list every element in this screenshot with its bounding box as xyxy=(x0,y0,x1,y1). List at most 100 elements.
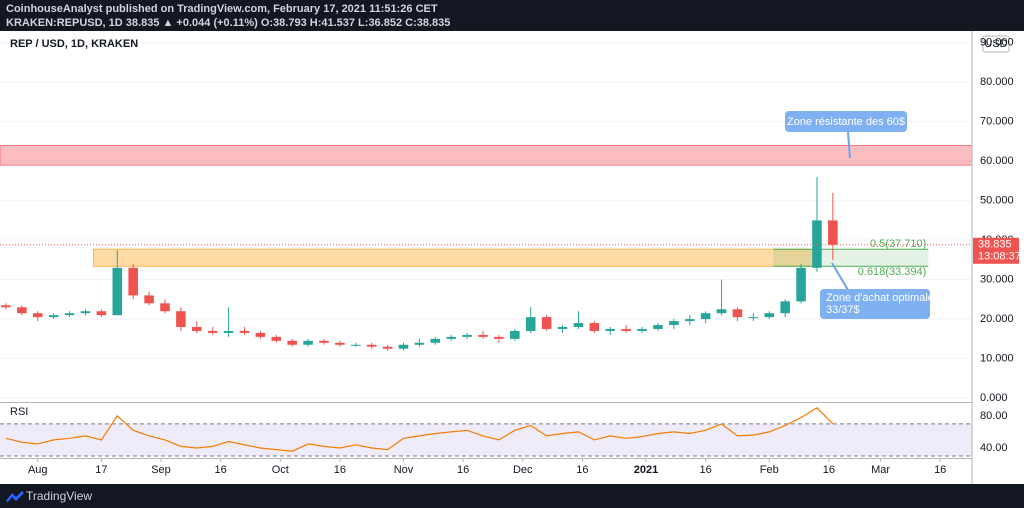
x-tick-label: Nov xyxy=(394,464,414,476)
rsi-band xyxy=(0,423,972,456)
candle-body xyxy=(764,313,775,318)
last-price-badge xyxy=(973,237,1019,264)
candle-body xyxy=(589,323,600,331)
chart-title: REP / USD, 1D, KRAKEN xyxy=(10,38,138,50)
x-tick-label: 17 xyxy=(95,464,107,476)
countdown: 13:08:37 xyxy=(978,251,1021,263)
candle-body xyxy=(541,317,552,329)
symbol-line: KRAKEN:REPUSD, 1D 38.835 ▲ +0.044 (+0.11… xyxy=(6,17,451,29)
candle-body xyxy=(494,336,504,339)
last-price: 38.835 xyxy=(978,239,1012,251)
candle-body xyxy=(621,328,631,331)
x-tick-label: Dec xyxy=(513,464,533,476)
candle-body xyxy=(207,330,218,333)
candle-body xyxy=(382,346,393,349)
candle-body xyxy=(255,332,266,337)
candle-body xyxy=(32,313,43,318)
candle-body xyxy=(430,338,441,343)
candle-body xyxy=(780,301,790,314)
y-tick-label: 30.000 xyxy=(980,274,1014,286)
y-tick-label: 40.00 xyxy=(980,442,1008,454)
x-tick-label: 2021 xyxy=(634,464,658,476)
callout-box xyxy=(785,111,907,132)
candle-body xyxy=(223,330,234,333)
candle-body xyxy=(557,327,568,329)
candle-body xyxy=(144,295,154,304)
y-tick-label: 20.000 xyxy=(980,313,1014,325)
header: CoinhouseAnalyst published on TradingVie… xyxy=(0,0,1024,31)
candle-body xyxy=(605,328,616,331)
y-tick-label: 0.000 xyxy=(980,392,1008,404)
callout-pointer xyxy=(831,262,849,291)
candle-body xyxy=(335,342,345,345)
candle-body xyxy=(525,317,536,331)
candle-body xyxy=(271,336,282,341)
candle-body xyxy=(48,315,59,318)
candle-body xyxy=(112,267,123,316)
candle-body xyxy=(573,323,584,328)
zone xyxy=(92,248,820,267)
x-tick-label: Mar xyxy=(871,464,890,476)
fib-label: 0.5(37.710) xyxy=(870,238,926,250)
candle-body xyxy=(80,311,91,314)
candle-body xyxy=(637,328,647,331)
rsi-line xyxy=(5,407,834,452)
x-tick-label: 16 xyxy=(576,464,588,476)
x-tick-label: Sep xyxy=(151,464,171,476)
y-tick-label: 60.000 xyxy=(980,155,1014,167)
y-tick-label: 70.000 xyxy=(980,116,1014,128)
x-tick-label: 16 xyxy=(823,464,835,476)
candle-body xyxy=(366,344,377,347)
x-tick-label: 16 xyxy=(934,464,946,476)
logo xyxy=(6,491,24,502)
x-tick-label: Feb xyxy=(760,464,779,476)
candle-body xyxy=(716,309,727,314)
candle-body xyxy=(414,342,425,345)
candle-body xyxy=(796,267,806,302)
candle-body xyxy=(669,321,679,326)
currency-badge xyxy=(982,35,1010,53)
callout-box xyxy=(820,289,930,319)
callout-pointer xyxy=(847,131,851,159)
y-tick-label: 80.00 xyxy=(980,410,1008,422)
x-tick-label: Oct xyxy=(272,464,289,476)
candle-body xyxy=(478,334,488,337)
y-tick-label: 50.000 xyxy=(980,195,1014,207)
candle-body xyxy=(700,313,711,320)
candle-body xyxy=(287,340,297,345)
zone xyxy=(0,144,973,166)
candle-body xyxy=(160,303,170,312)
candle-body xyxy=(748,317,759,319)
candle-body xyxy=(446,336,456,339)
fib-label: 0.618(33.394) xyxy=(858,266,927,278)
candle-body xyxy=(398,344,409,349)
x-tick-label: 16 xyxy=(457,464,469,476)
candle-body xyxy=(351,344,361,346)
candle-body xyxy=(176,311,186,328)
candle-body xyxy=(64,313,75,316)
x-tick-label: 16 xyxy=(215,464,227,476)
candle-body xyxy=(653,325,663,329)
x-tick-label: 16 xyxy=(334,464,346,476)
fib-area xyxy=(773,249,929,267)
candle-body xyxy=(462,334,472,337)
candle-body xyxy=(192,327,202,331)
x-tick-label: 16 xyxy=(700,464,712,476)
candle-body xyxy=(17,307,27,314)
currency: USD xyxy=(984,38,1007,50)
candle-body xyxy=(828,220,838,245)
footer: TradingView xyxy=(0,484,1024,508)
x-tick-label: Aug xyxy=(28,464,48,476)
publish-line: CoinhouseAnalyst published on TradingVie… xyxy=(6,3,438,15)
candle-body xyxy=(684,319,695,322)
candle-body xyxy=(732,309,743,318)
candle-body xyxy=(128,267,138,296)
candle-body xyxy=(812,220,822,268)
candle-body xyxy=(303,340,313,345)
candle-body xyxy=(510,330,520,339)
callout-text: 33/37$ xyxy=(826,304,860,316)
brand: TradingView xyxy=(26,489,93,503)
candle-body xyxy=(319,340,329,343)
